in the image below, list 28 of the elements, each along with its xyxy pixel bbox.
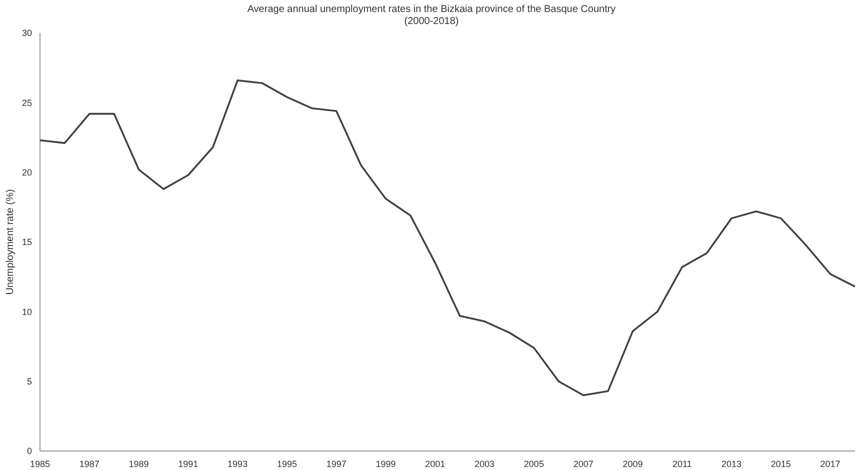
x-tick-label: 2009 bbox=[622, 459, 643, 469]
chart-title: Average annual unemployment rates in the Bizkaia province of the Basque Country bbox=[247, 4, 616, 15]
x-tick-label: 1997 bbox=[326, 459, 346, 469]
x-tick-label: 1989 bbox=[128, 459, 149, 469]
x-tick-label: 1991 bbox=[178, 459, 198, 469]
y-tick-label: 10 bbox=[22, 306, 32, 317]
x-tick-label: 2015 bbox=[770, 459, 791, 469]
x-tick-label: 2007 bbox=[573, 459, 594, 469]
y-tick-label: 20 bbox=[22, 167, 32, 178]
x-tick-label: 2003 bbox=[474, 459, 495, 469]
x-tick-label: 1999 bbox=[376, 459, 396, 469]
y-tick-label: 0 bbox=[26, 446, 32, 456]
chart-subtitle: (2000-2018) bbox=[404, 16, 459, 27]
x-tick-label: 1993 bbox=[228, 459, 248, 469]
x-tick-label: 1987 bbox=[79, 459, 100, 469]
y-tick-label: 25 bbox=[22, 98, 32, 108]
x-tick-label: 2011 bbox=[672, 459, 692, 469]
y-tick-label: 15 bbox=[22, 237, 32, 248]
y-tick-label: 5 bbox=[26, 376, 32, 386]
x-tick-label: 1995 bbox=[276, 459, 297, 469]
line-series bbox=[39, 79, 856, 396]
x-tick-label: 2013 bbox=[722, 459, 742, 469]
y-axis-title: Unemployment rate (%) bbox=[5, 189, 16, 295]
x-tick-label: 1985 bbox=[30, 459, 50, 469]
x-tick-label: 2001 bbox=[425, 459, 446, 469]
x-tick-label: 2005 bbox=[524, 459, 544, 469]
x-tick-label: 2017 bbox=[820, 459, 840, 469]
y-tick-label: 30 bbox=[22, 28, 32, 38]
